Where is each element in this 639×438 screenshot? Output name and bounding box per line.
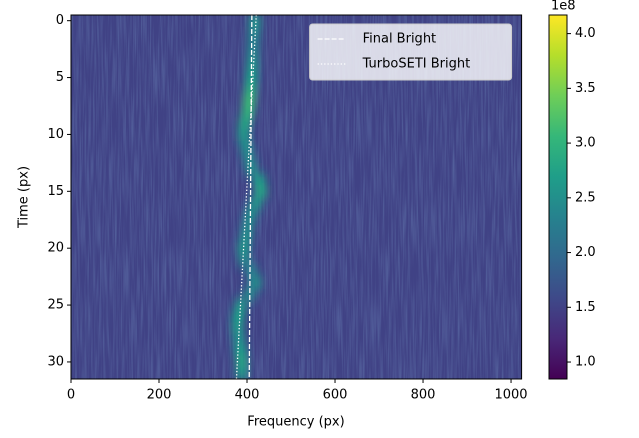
signal-cell (241, 106, 254, 119)
signal-cell (243, 288, 256, 301)
signal-cell (243, 94, 256, 107)
signal-cell (240, 140, 253, 153)
signal-cell (233, 333, 246, 346)
signal-trace (231, 15, 268, 379)
x-tick-label: 600 (323, 388, 348, 403)
signal-cell (234, 344, 247, 358)
colorbar-tick-label: 1.0 (575, 355, 596, 370)
legend-box (309, 23, 513, 81)
y-tick-label: 0 (56, 13, 64, 28)
colorbar (548, 14, 568, 380)
colorbar-tick-label: 3.5 (575, 81, 596, 96)
plot-frame (70, 14, 523, 380)
x-tick-label: 0 (67, 388, 75, 403)
signal-cell (244, 83, 257, 96)
signal-cell (253, 174, 266, 187)
y-tick-label: 25 (47, 298, 64, 313)
x-tick-label: 800 (411, 388, 436, 403)
signal-cell (248, 26, 261, 39)
colorbar-tick-label: 3.0 (575, 136, 596, 151)
signal-cell (235, 356, 248, 369)
overlay-line (248, 15, 253, 379)
legend-label: Final Bright (363, 32, 437, 47)
signal-cell (249, 276, 262, 289)
y-tick-label: 5 (56, 70, 64, 85)
y-tick-label: 15 (47, 184, 64, 199)
colorbar-tick-label: 2.5 (575, 190, 596, 205)
y-tick-label: 30 (47, 354, 64, 369)
signal-cell (249, 197, 262, 210)
signal-cell (232, 310, 245, 324)
signal-cell (255, 185, 268, 198)
signal-cell (246, 49, 259, 62)
signal-cell (241, 219, 254, 233)
colorbar-tick-label: 1.5 (575, 300, 596, 315)
signal-cell (235, 367, 248, 379)
y-tick-label: 10 (47, 127, 64, 142)
signal-cell (245, 265, 258, 278)
signal-cell (237, 128, 250, 142)
signal-cell (240, 231, 253, 244)
signal-cell (237, 242, 250, 255)
signal-cell (238, 253, 251, 267)
x-tick-label: 400 (235, 388, 260, 403)
colorbar-tick-label: 4.0 (575, 26, 596, 41)
x-axis-label: Frequency (px) (247, 415, 344, 430)
colorbar-offset: 1e8 (551, 0, 576, 14)
signal-cell (247, 37, 260, 51)
overlay-line (235, 15, 257, 379)
colorbar-tick-label: 2.0 (575, 245, 596, 260)
x-tick-label: 200 (147, 388, 172, 403)
signal-cell (231, 322, 244, 335)
signal-cell (246, 60, 259, 73)
y-tick-label: 20 (47, 241, 64, 256)
legend-label: TurboSETI Bright (362, 57, 471, 72)
signal-cell (248, 15, 261, 28)
x-tick-label: 1000 (494, 388, 527, 403)
y-axis-label: Time (px) (17, 166, 32, 229)
legend: Final Bright TurboSETI Bright (309, 23, 513, 81)
signal-cell (245, 162, 258, 176)
signal-cell (238, 117, 251, 130)
